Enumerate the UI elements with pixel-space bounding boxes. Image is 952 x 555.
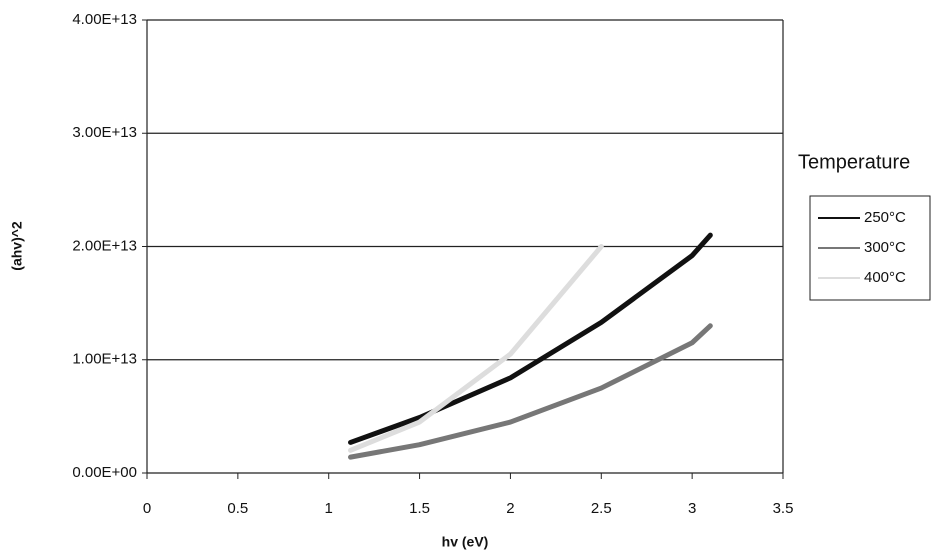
- y-tick-label: 2.00E+13: [72, 237, 137, 254]
- x-tick-label: 1: [325, 500, 333, 517]
- legend-label: 400°C: [864, 269, 906, 286]
- x-tick-label: 0: [143, 500, 151, 517]
- x-tick-label: 3.5: [773, 500, 794, 517]
- y-axis-title: (ahv)^2: [9, 221, 25, 271]
- x-tick-label: 3: [688, 500, 696, 517]
- legend-label: 300°C: [864, 239, 906, 256]
- x-tick-label: 2: [506, 500, 514, 517]
- legend-title: Temperature: [798, 151, 910, 173]
- x-tick-label: 0.5: [227, 500, 248, 517]
- y-tick-label: 1.00E+13: [72, 351, 137, 368]
- y-tick-label: 4.00E+13: [72, 11, 137, 28]
- x-tick-label: 2.5: [591, 500, 612, 517]
- y-tick-label: 3.00E+13: [72, 124, 137, 141]
- y-tick-label: 0.00E+00: [72, 464, 137, 481]
- x-tick-label: 1.5: [409, 500, 430, 517]
- series-line: [348, 323, 713, 460]
- legend-label: 250°C: [864, 209, 906, 226]
- x-axis-title: hv (eV): [442, 534, 489, 550]
- series-line: [348, 232, 713, 445]
- series-line: [348, 244, 604, 453]
